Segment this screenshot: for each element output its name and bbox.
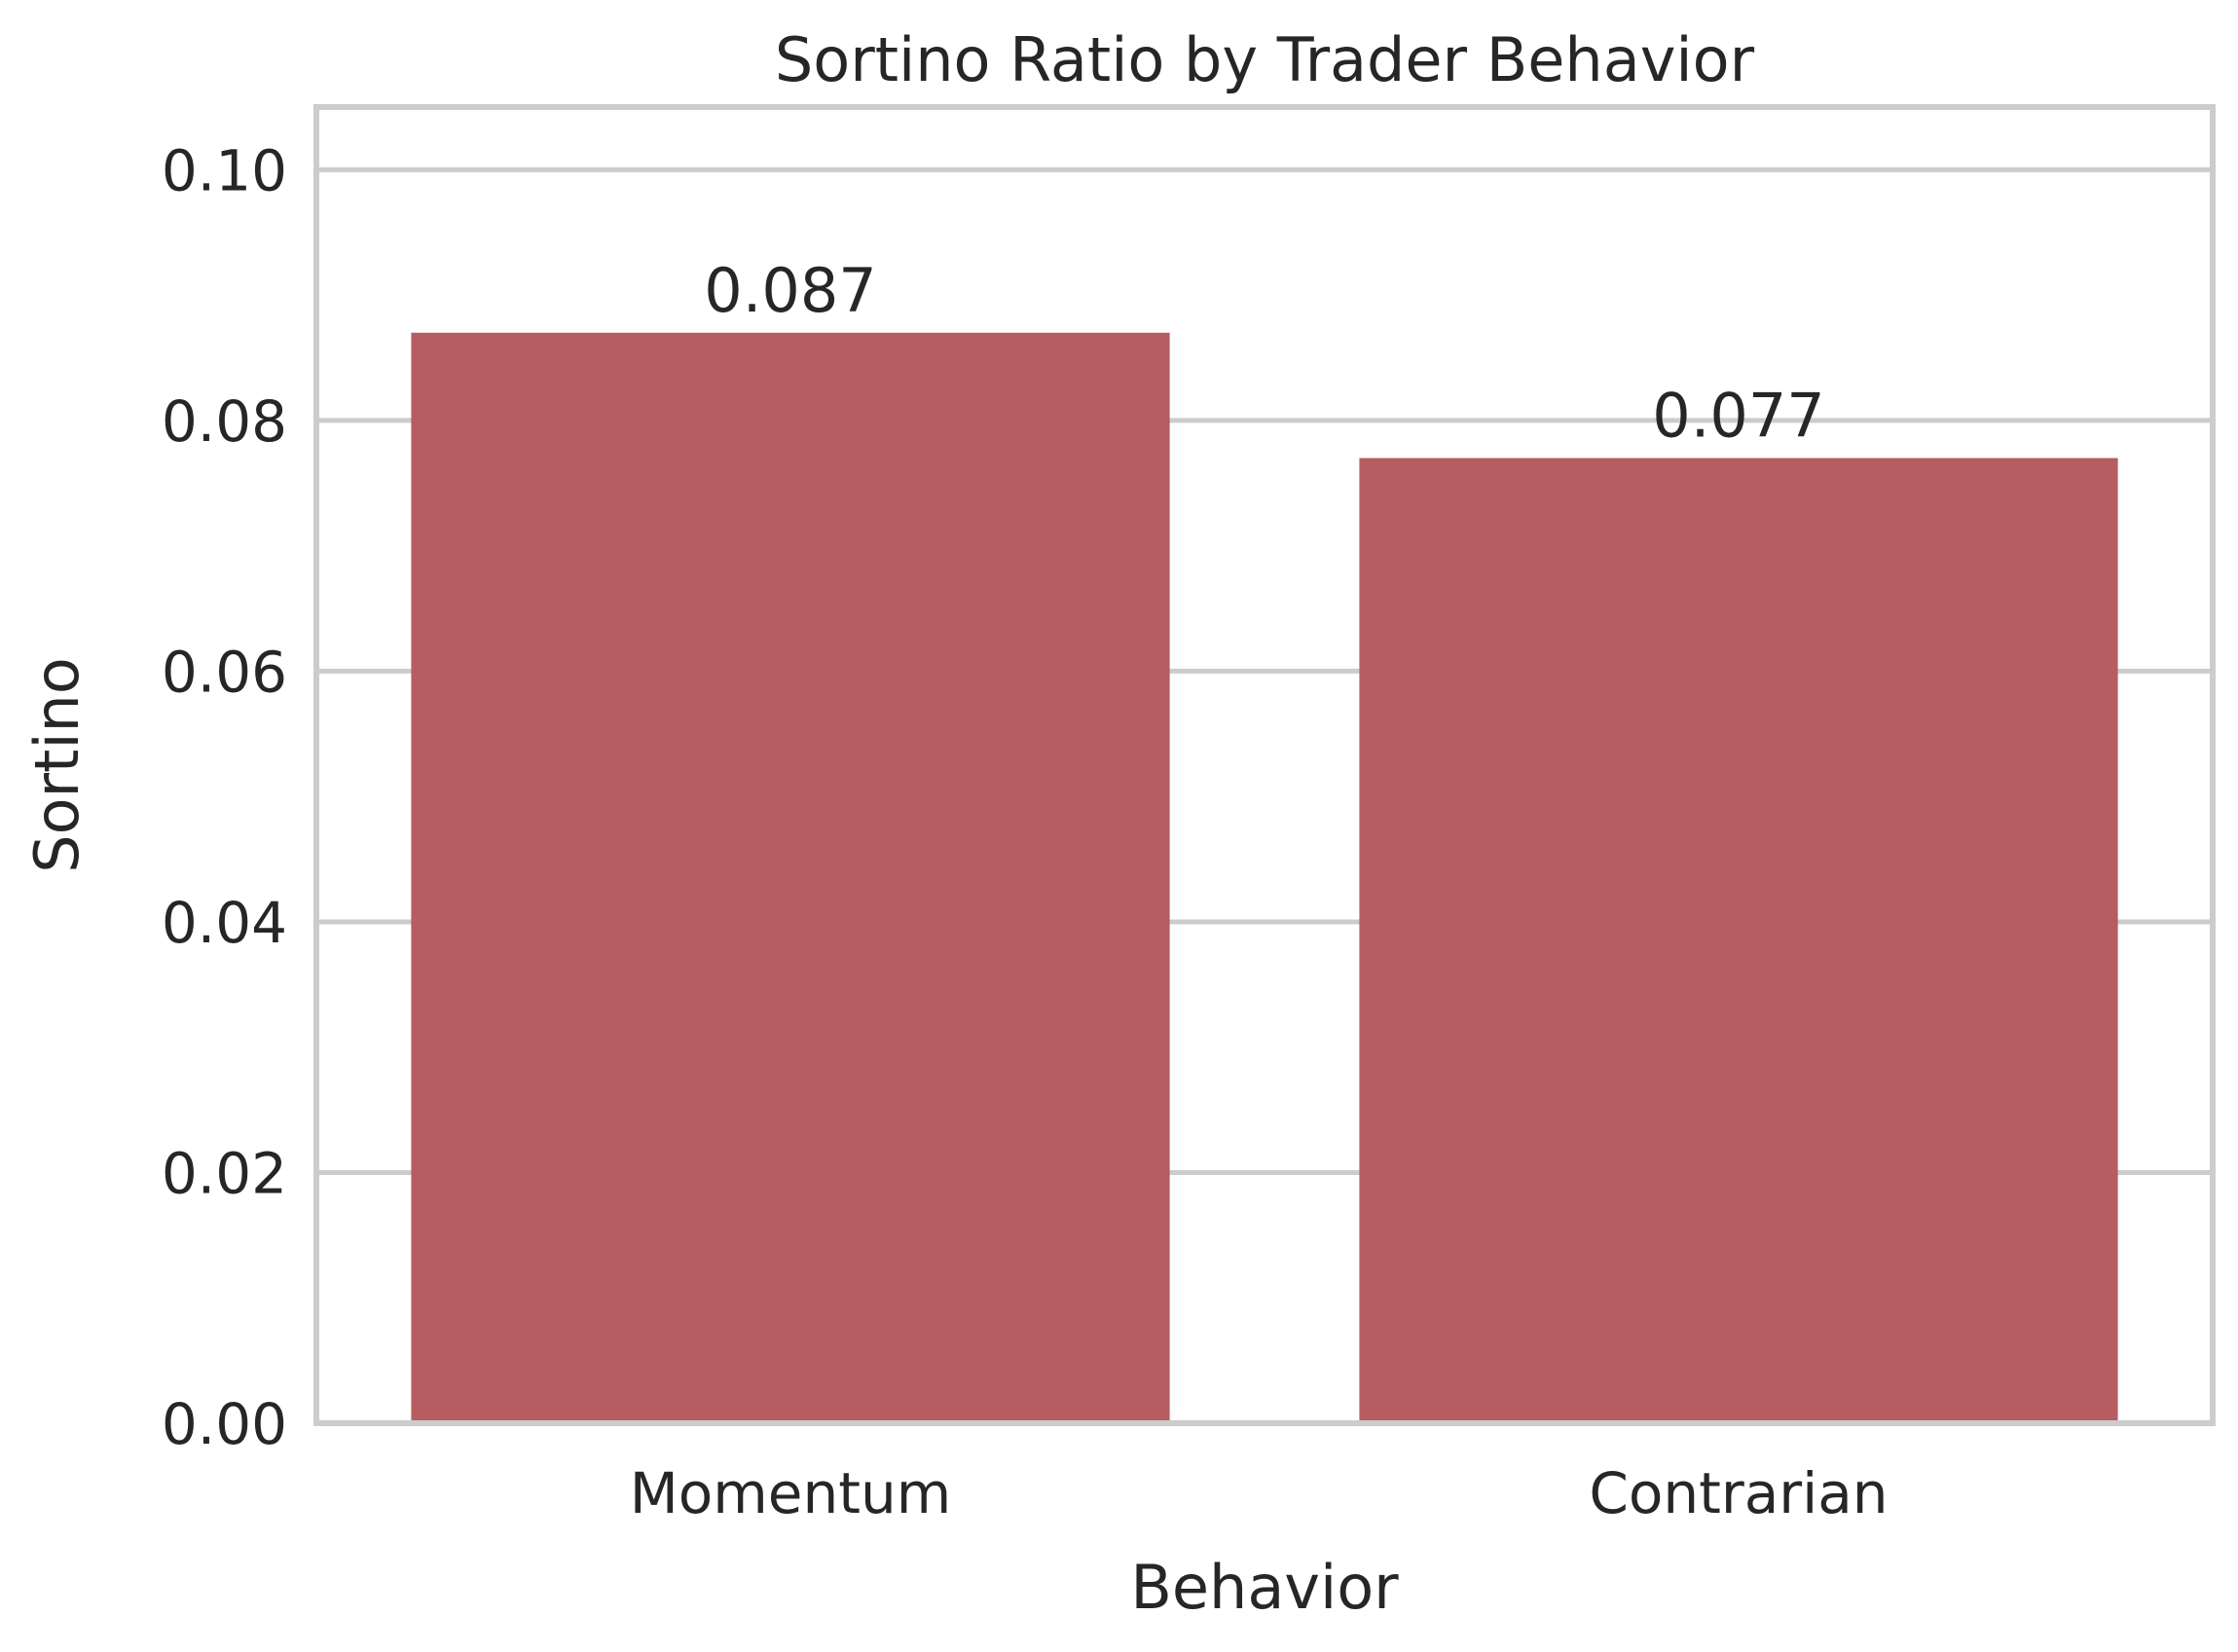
x-tick-label: Contrarian (1589, 1460, 1888, 1526)
data-label: 0.087 (704, 255, 877, 326)
bar-contrarian (1359, 458, 2118, 1423)
y-tick-label: 0.00 (162, 1391, 287, 1457)
data-labels: 0.087 0.077 (704, 255, 1825, 452)
data-label: 0.077 (1652, 381, 1825, 452)
y-axis-label: Sortino (21, 657, 92, 873)
y-tick-label: 0.08 (162, 388, 287, 455)
x-axis-label: Behavior (1130, 1552, 1399, 1623)
y-tick-label: 0.02 (162, 1140, 287, 1206)
y-tick-label: 0.06 (162, 639, 287, 705)
y-tick-labels: 0.00 0.02 0.04 0.06 0.08 0.10 (162, 137, 287, 1457)
x-tick-labels: Momentum Contrarian (630, 1460, 1889, 1526)
y-tick-label: 0.10 (162, 137, 287, 203)
plot-frame (313, 104, 2216, 1426)
chart-title: Sortino Ratio by Trader Behavior (775, 24, 1755, 95)
y-tick-label: 0.04 (162, 890, 287, 956)
bar-momentum (411, 332, 1170, 1423)
bars (411, 332, 2118, 1423)
x-tick-label: Momentum (630, 1460, 951, 1526)
